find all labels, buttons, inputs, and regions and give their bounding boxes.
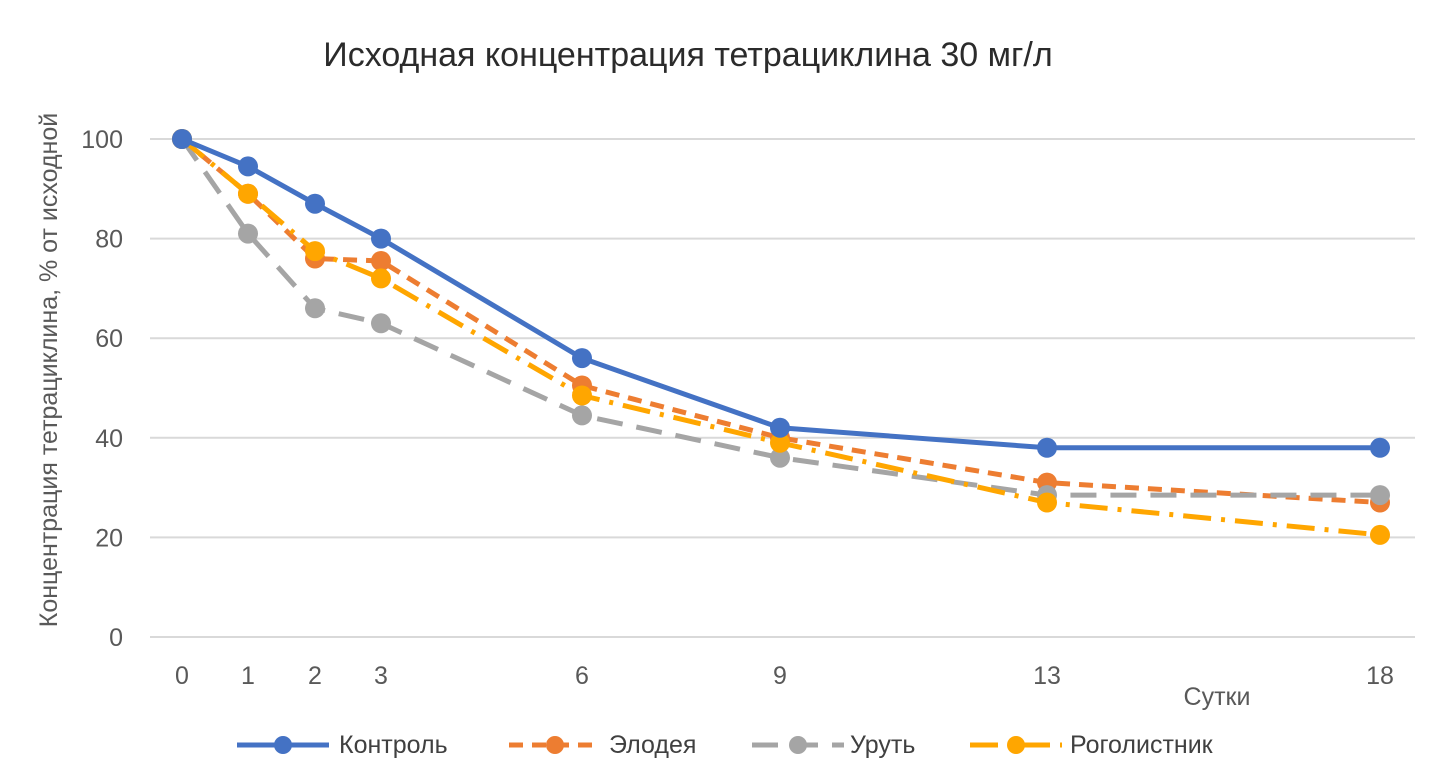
y-axis-label: Концентрация тетрациклина, % от исходной	[35, 113, 63, 627]
legend-item-контроль: Контроль	[237, 731, 448, 759]
series-line	[181, 136, 1380, 451]
x-tick-label: 1	[241, 662, 255, 690]
series-line	[179, 137, 1380, 498]
data-point	[371, 251, 391, 271]
y-tick-label: 20	[95, 524, 123, 552]
data-point	[371, 228, 391, 249]
legend-item-уруть: Уруть	[752, 731, 915, 759]
legend: Контроль Элодея Уруть Роголистник	[237, 731, 1214, 759]
legend-marker	[274, 736, 292, 754]
legend-item-элодея: Элодея	[509, 731, 696, 759]
data-point	[1370, 485, 1390, 506]
data-point	[1370, 437, 1390, 458]
data-point	[1370, 524, 1390, 545]
data-point	[238, 223, 258, 244]
x-tick-label: 2	[308, 662, 322, 690]
data-point	[238, 183, 258, 204]
x-tick-label: 18	[1366, 662, 1394, 690]
legend-label: Элодея	[609, 731, 696, 759]
legend-label: Контроль	[339, 731, 448, 759]
data-point	[572, 385, 592, 406]
chart-title: Исходная концентрация тетрациклина 30 мг…	[323, 36, 1052, 74]
series-line	[180, 137, 1381, 505]
x-tick-label: 3	[374, 662, 388, 690]
data-point	[770, 432, 790, 453]
data-point	[305, 241, 325, 262]
legend-label: Уруть	[850, 731, 915, 759]
data-point	[371, 313, 391, 334]
legend-marker	[546, 736, 564, 754]
legend-marker	[789, 736, 807, 754]
data-point	[572, 348, 592, 369]
x-tick-label: 0	[175, 662, 189, 690]
data-point	[172, 129, 192, 149]
y-axis-ticks: 0 20 40 60 80 100	[81, 126, 123, 652]
x-tick-label: 9	[773, 662, 787, 690]
data-point	[238, 156, 258, 177]
series-group	[172, 129, 1390, 545]
x-tick-label: 13	[1033, 662, 1061, 690]
y-tick-label: 100	[81, 126, 123, 154]
x-axis-ticks: 0 1 2 3 6 9 13 18	[175, 662, 1394, 690]
data-point	[371, 268, 391, 289]
series-роголистник	[172, 129, 1390, 545]
y-tick-label: 60	[95, 325, 123, 353]
data-point	[770, 447, 790, 468]
gridlines	[150, 138, 1415, 638]
x-axis-label: Сутки	[1184, 683, 1251, 711]
series-line	[180, 137, 1381, 538]
data-point	[305, 193, 325, 214]
y-tick-label: 80	[95, 226, 123, 254]
y-tick-label: 0	[109, 624, 123, 652]
y-tick-label: 40	[95, 425, 123, 453]
data-point	[572, 405, 592, 426]
data-point	[770, 417, 790, 438]
legend-marker	[1007, 736, 1025, 754]
legend-label: Роголистник	[1070, 731, 1214, 759]
data-point	[305, 298, 325, 319]
data-point	[1037, 492, 1057, 513]
data-point	[1037, 437, 1057, 458]
x-tick-label: 6	[575, 662, 589, 690]
series-контроль	[172, 129, 1390, 458]
legend-item-роголистник: Роголистник	[970, 731, 1214, 759]
